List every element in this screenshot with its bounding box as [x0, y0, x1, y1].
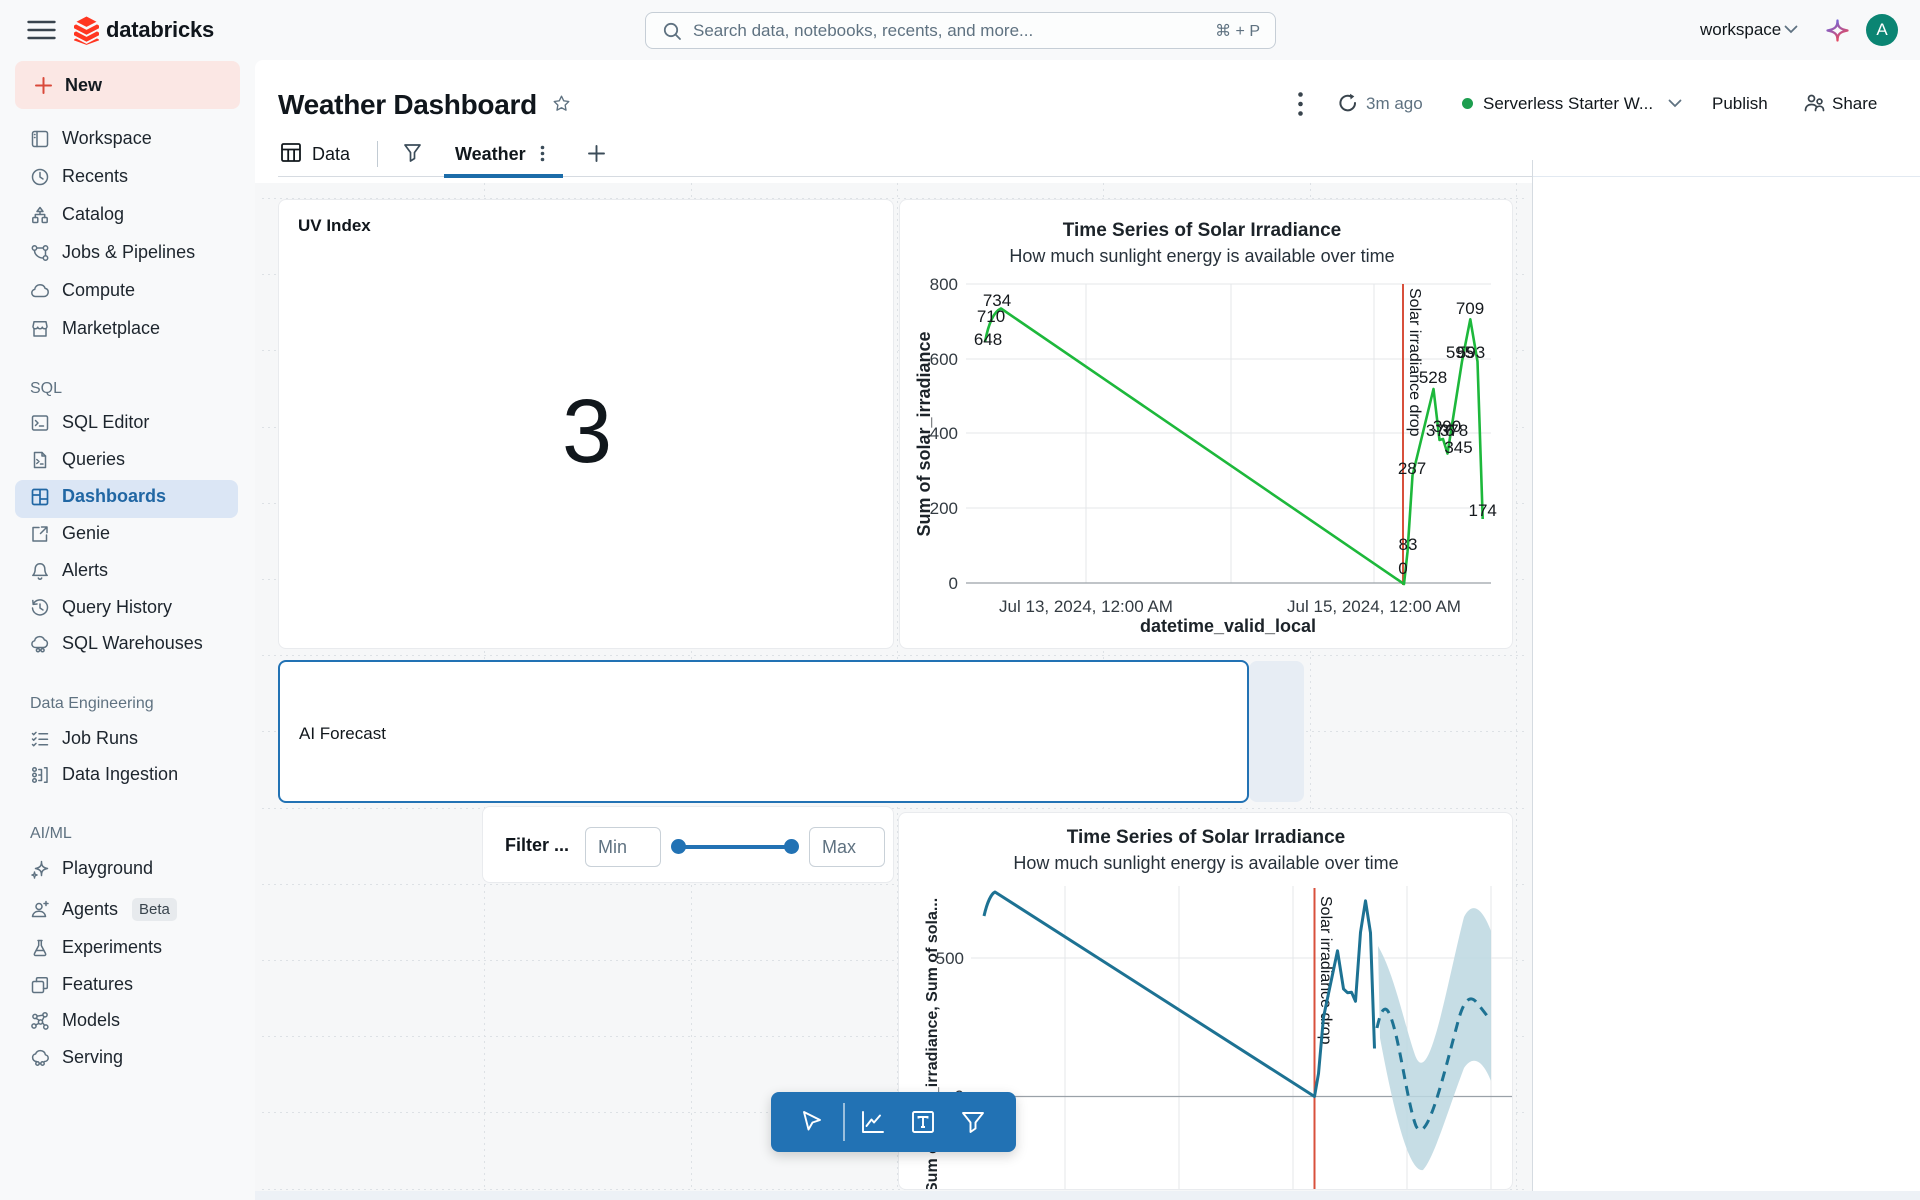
svg-text:345: 345	[1444, 438, 1472, 457]
svg-text:Solar irradiance drop: Solar irradiance drop	[1317, 896, 1334, 1045]
svg-text:648: 648	[974, 330, 1002, 349]
svg-text:378: 378	[1440, 421, 1468, 440]
svg-text:How much sunlight energy is av: How much sunlight energy is available ov…	[1013, 853, 1398, 873]
svg-text:Jul 15, 2024, 12:00 AM: Jul 15, 2024, 12:00 AM	[1287, 597, 1461, 616]
svg-text:390: 390	[1433, 417, 1461, 436]
svg-text:734: 734	[983, 291, 1011, 310]
svg-text:datetime_valid_local: datetime_valid_local	[1140, 616, 1316, 636]
svg-text:0: 0	[1398, 559, 1407, 578]
svg-text:709: 709	[1456, 299, 1484, 318]
svg-text:Sum of solar_irradiance: Sum of solar_irradiance	[914, 331, 934, 536]
svg-text:287: 287	[1398, 459, 1426, 478]
svg-text:Time Series of Solar Irradianc: Time Series of Solar Irradiance	[1063, 220, 1341, 241]
svg-text:0: 0	[949, 574, 958, 593]
svg-text:400: 400	[930, 424, 958, 443]
svg-text:Solar irradiance drop: Solar irradiance drop	[1406, 288, 1423, 437]
svg-text:200: 200	[930, 499, 958, 518]
svg-text:800: 800	[930, 275, 958, 294]
svg-text:595: 595	[1446, 343, 1474, 362]
svg-text:500: 500	[936, 949, 964, 968]
svg-text:83: 83	[1399, 535, 1418, 554]
svg-text:600: 600	[930, 350, 958, 369]
svg-text:376: 376	[1426, 421, 1454, 440]
svg-text:710: 710	[977, 307, 1005, 326]
svg-text:How much sunlight energy is av: How much sunlight energy is available ov…	[1009, 246, 1394, 266]
svg-text:Time Series of Solar Irradianc: Time Series of Solar Irradiance	[1067, 827, 1345, 848]
svg-text:528: 528	[1419, 368, 1447, 387]
svg-text:Jul 13, 2024, 12:00 AM: Jul 13, 2024, 12:00 AM	[999, 597, 1173, 616]
svg-text:593: 593	[1457, 343, 1485, 362]
svg-text:174: 174	[1469, 501, 1497, 520]
